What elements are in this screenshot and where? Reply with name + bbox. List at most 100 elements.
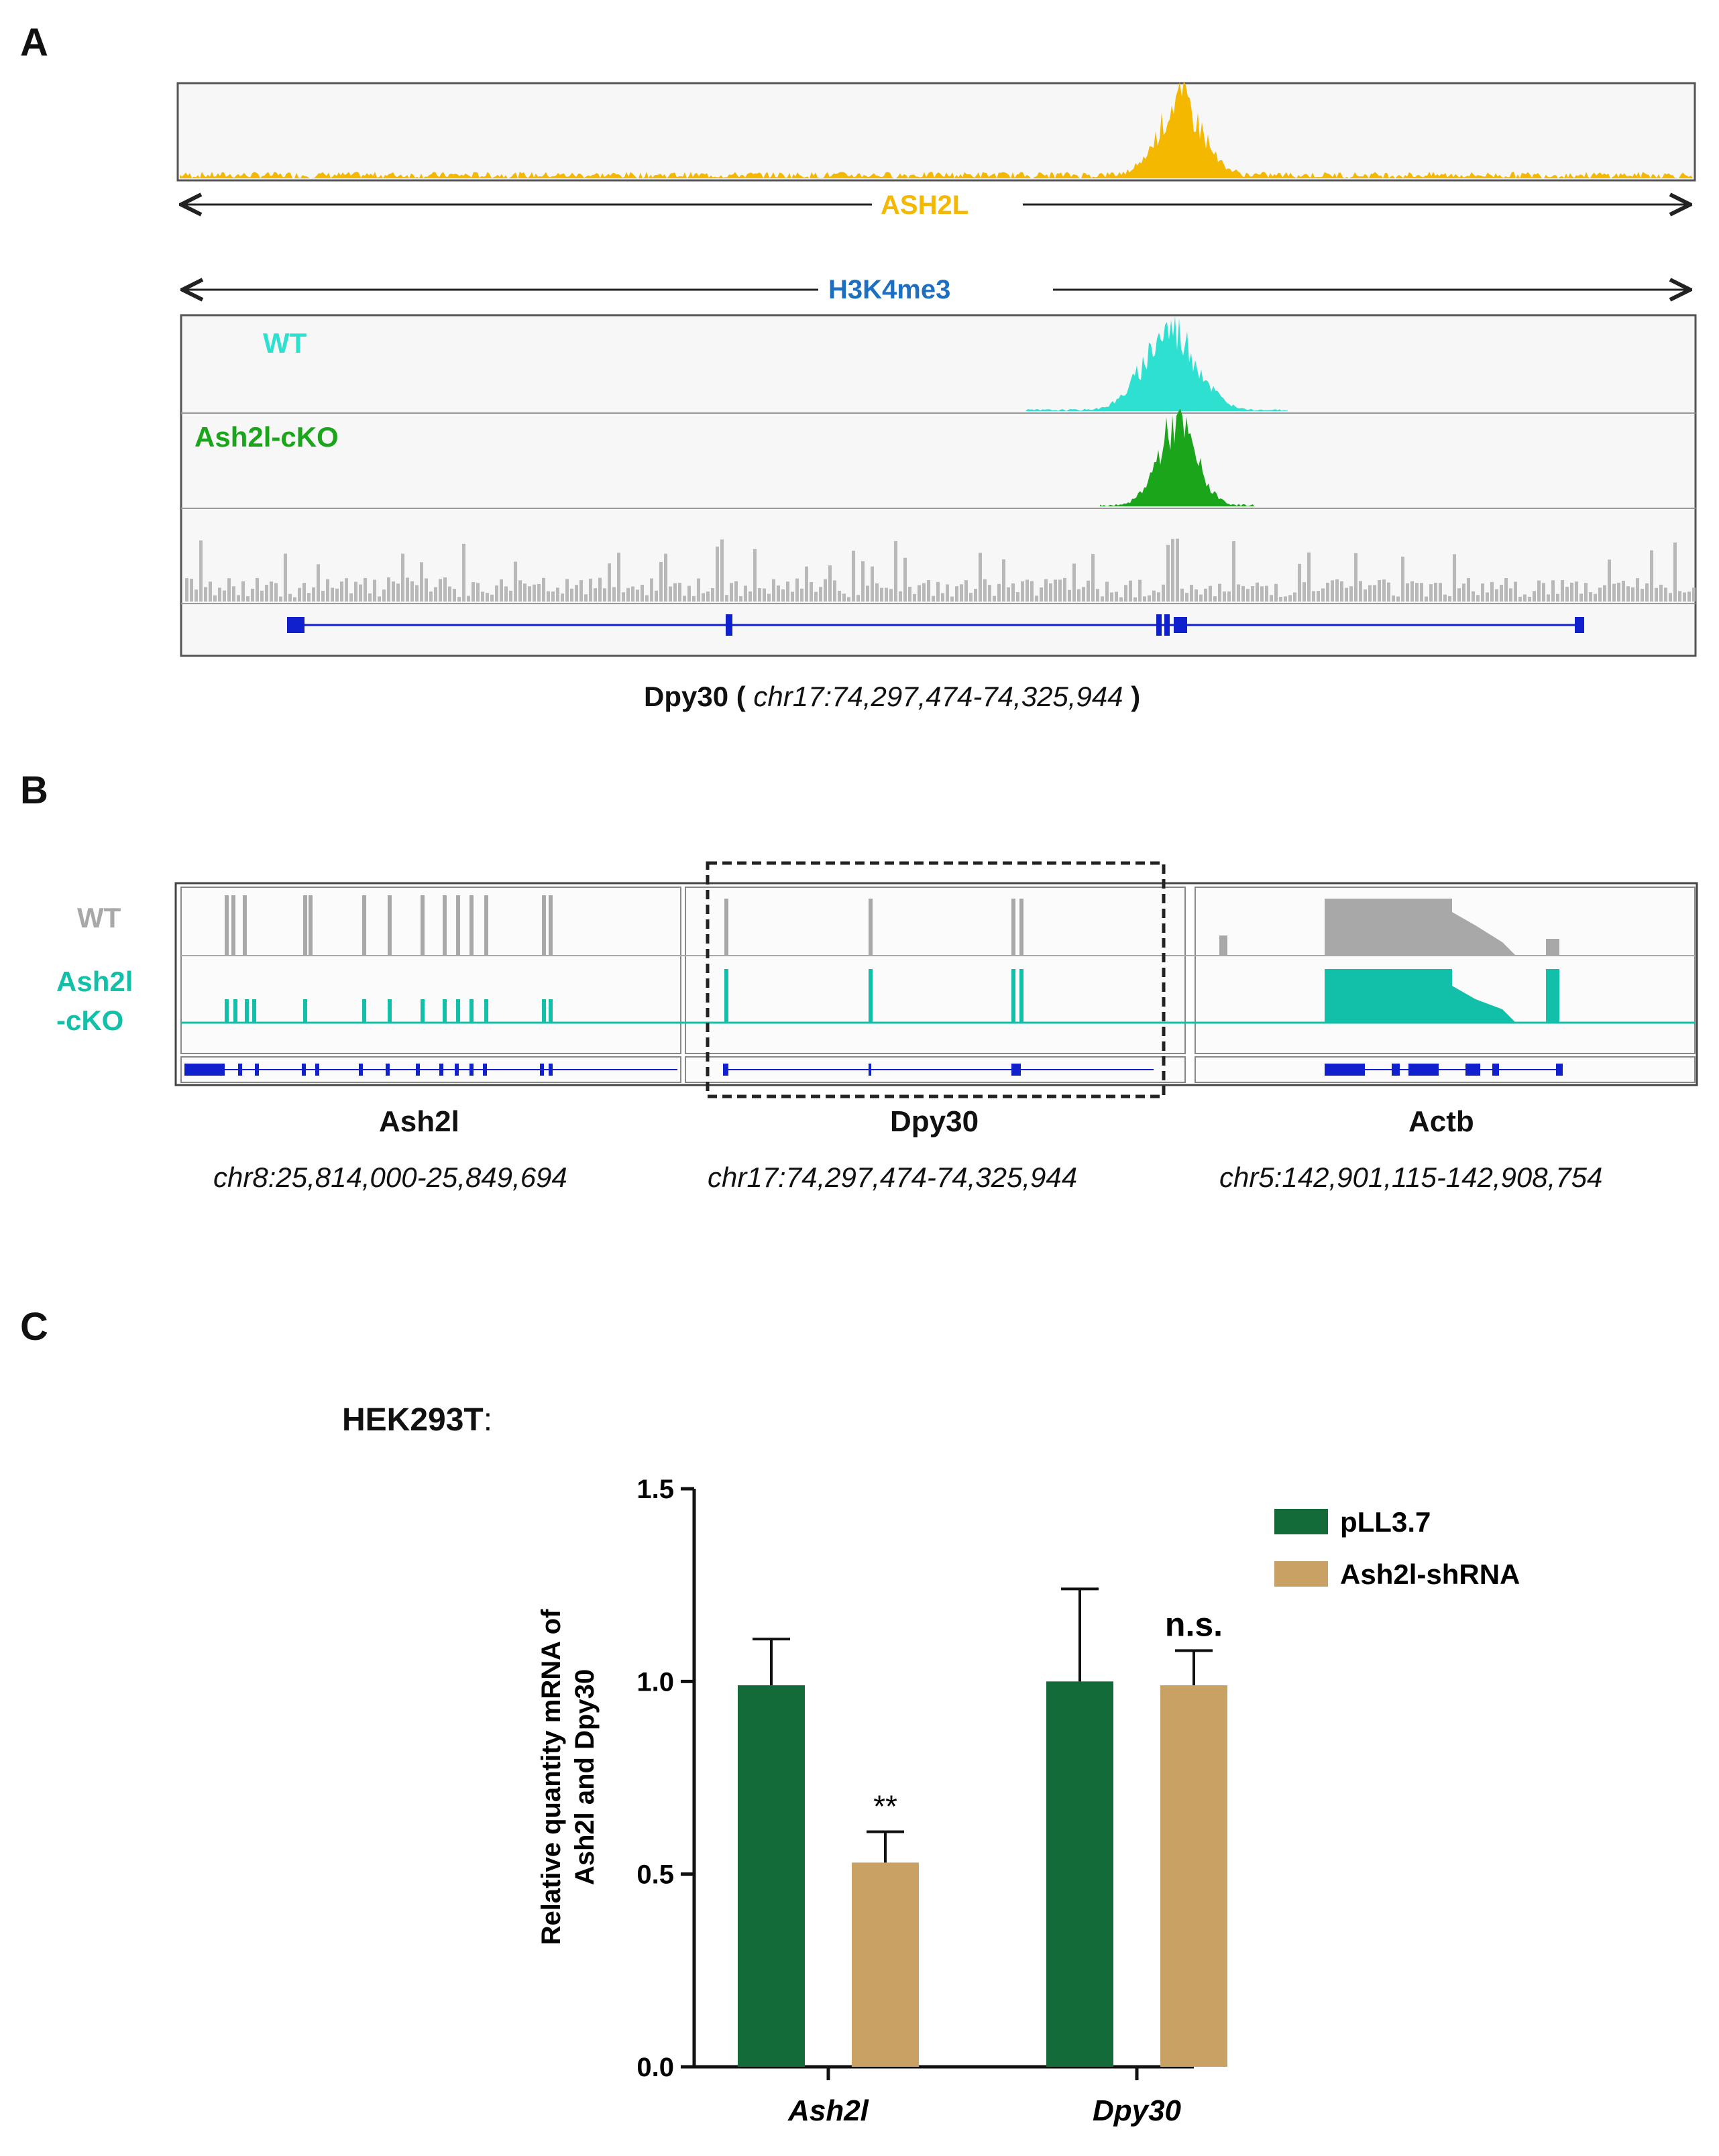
input-signal-bar xyxy=(1087,580,1090,602)
input-signal-bar xyxy=(1312,591,1315,602)
input-signal-bar xyxy=(1603,585,1606,602)
input-signal-bar xyxy=(481,591,484,602)
input-signal-bar xyxy=(1110,592,1113,602)
input-signal-bar xyxy=(317,564,320,602)
input-signal-bar xyxy=(476,583,480,602)
coverage-spike xyxy=(549,895,553,956)
input-signal-bar xyxy=(673,583,677,602)
coverage-spike xyxy=(421,895,425,956)
input-signal-bar xyxy=(472,582,475,602)
input-signal-bar xyxy=(199,540,203,602)
input-signal-bar xyxy=(612,587,616,602)
input-signal-bar xyxy=(1058,579,1062,602)
input-signal-bar xyxy=(486,593,489,602)
exon xyxy=(1465,1064,1480,1076)
input-signal-bar xyxy=(1190,585,1193,602)
input-signal-bar xyxy=(1148,595,1151,602)
input-signal-bar xyxy=(1021,581,1024,602)
close-paren: ) xyxy=(1131,681,1141,712)
input-signal-bar xyxy=(1091,554,1095,602)
input-signal-bar xyxy=(307,593,311,602)
input-signal-bar xyxy=(509,590,512,602)
input-signal-bar xyxy=(443,577,447,602)
locus-coords-actb: chr5:142,901,115-142,908,754 xyxy=(1219,1161,1603,1193)
input-signal-bar xyxy=(1007,587,1010,602)
input-signal-bar xyxy=(622,592,625,602)
coverage-spike xyxy=(542,895,546,956)
exon xyxy=(1011,1064,1021,1076)
input-signal-bar xyxy=(331,587,334,602)
input-signal-bar xyxy=(1298,563,1301,602)
input-signal-bar xyxy=(1457,588,1461,602)
input-signal-bar xyxy=(523,583,526,602)
coverage-spike xyxy=(362,895,366,956)
input-signal-bar xyxy=(880,587,883,602)
input-signal-bar xyxy=(439,579,442,602)
input-signal-bar xyxy=(556,587,559,602)
input-signal-bar xyxy=(1223,591,1226,602)
input-signal-bar xyxy=(871,566,874,602)
input-signal-bar xyxy=(209,581,212,602)
input-signal-bar xyxy=(687,585,691,602)
input-signal-bar xyxy=(636,589,639,602)
input-signal-bar xyxy=(889,589,893,602)
input-signal-bar xyxy=(828,565,832,602)
coverage-spike xyxy=(225,895,229,956)
input-signal-bar xyxy=(1068,589,1071,602)
b-cko-label-line1: Ash2l xyxy=(56,966,133,997)
input-signal-bar xyxy=(1622,581,1625,602)
bar xyxy=(852,1862,919,2067)
y-axis-label-line1: Relative quantity mRNA of xyxy=(537,1609,566,1945)
input-signal-bar xyxy=(1462,583,1465,602)
exon xyxy=(469,1064,474,1076)
panel-letter-c: C xyxy=(20,1305,48,1349)
input-signal-bar xyxy=(284,553,287,602)
input-signal-bar xyxy=(425,578,428,602)
cell-line-name: HEK293T xyxy=(342,1402,484,1438)
input-signal-bar xyxy=(1387,582,1390,602)
input-signal-bar xyxy=(950,596,954,602)
input-signal-bar xyxy=(1082,587,1085,602)
input-signal-bar xyxy=(537,583,541,602)
input-signal-bar xyxy=(819,587,822,602)
coverage-spike xyxy=(456,999,460,1023)
input-signal-bar xyxy=(1195,589,1198,602)
coverage-spike xyxy=(869,899,873,956)
input-signal-bar xyxy=(777,585,780,602)
input-signal-bar xyxy=(1589,592,1592,602)
input-signal-bar xyxy=(763,588,766,602)
cell-line-label: HEK293T: xyxy=(342,1402,492,1438)
input-signal-bar xyxy=(1213,596,1217,602)
input-signal-bar xyxy=(1392,595,1395,602)
input-signal-bar xyxy=(518,580,522,602)
input-signal-bar xyxy=(373,579,376,602)
input-signal-bar xyxy=(1105,581,1109,602)
input-signal-bar xyxy=(1655,587,1658,602)
coverage-spike xyxy=(456,895,460,956)
y-tick-label: 1.0 xyxy=(636,1667,674,1697)
coverage-spike xyxy=(443,999,447,1023)
input-signal-bar xyxy=(1364,589,1367,602)
exon xyxy=(1325,1064,1365,1076)
exon xyxy=(255,1064,259,1076)
input-signal-bar xyxy=(1617,582,1620,602)
input-signal-bar xyxy=(1448,595,1451,602)
input-signal-bar xyxy=(946,584,949,602)
input-signal-bar xyxy=(1575,581,1578,602)
input-signal-bar xyxy=(533,584,536,602)
input-signal-bar xyxy=(1011,583,1015,602)
input-signal-bar xyxy=(1514,581,1517,602)
input-signal-bar xyxy=(725,595,728,602)
input-signal-bar xyxy=(1598,587,1602,602)
input-signal-bar xyxy=(232,586,235,602)
input-signal-bar xyxy=(1199,594,1203,602)
input-signal-bar xyxy=(1373,585,1376,602)
input-signal-bar xyxy=(565,579,569,602)
dpy30-highlight-box xyxy=(706,861,1166,1098)
input-signal-bar xyxy=(1274,583,1278,602)
bar xyxy=(1160,1685,1227,2067)
input-signal-bar xyxy=(349,593,353,602)
input-signal-bar xyxy=(1209,585,1212,602)
exon xyxy=(386,1064,390,1076)
input-signal-bar xyxy=(1683,592,1686,602)
